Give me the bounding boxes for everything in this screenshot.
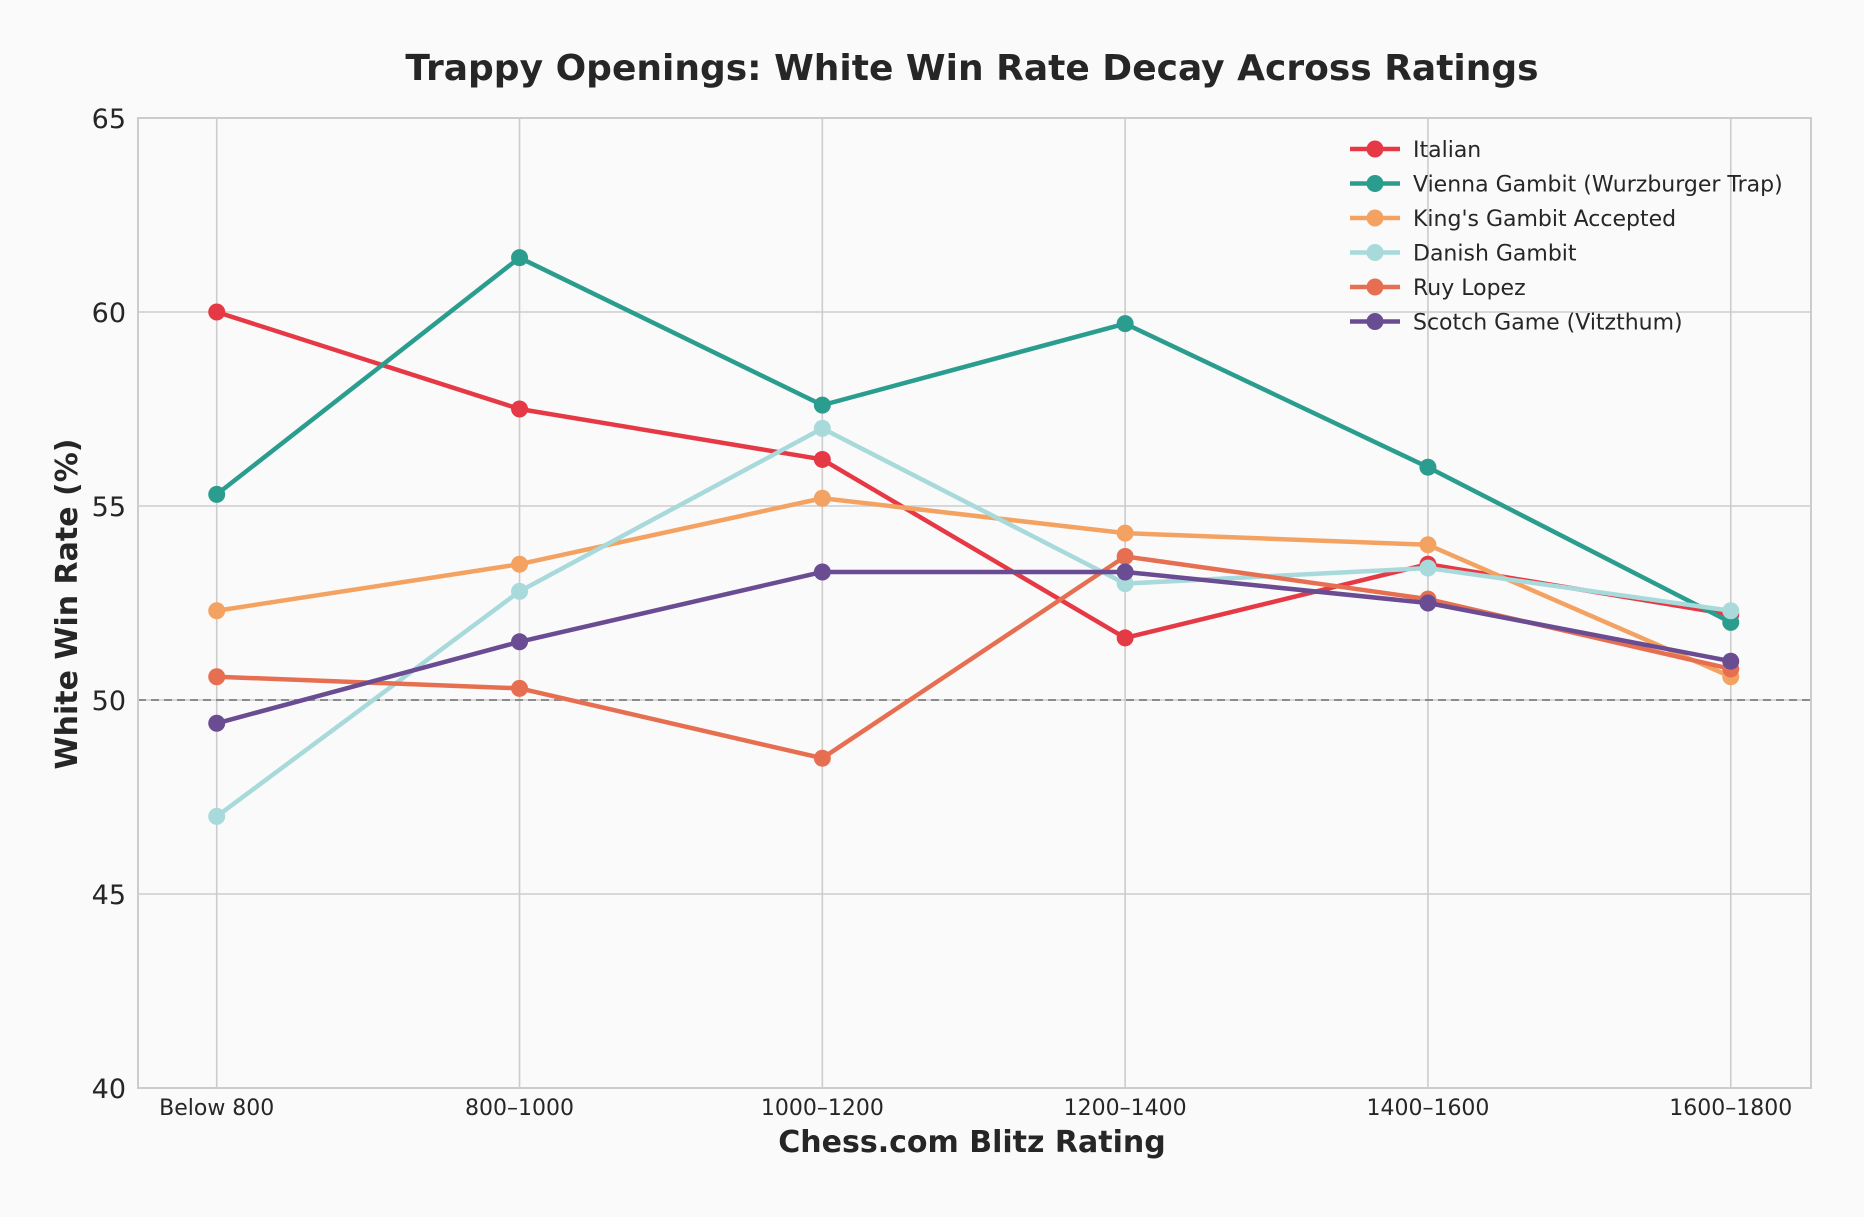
data-point [813,563,831,581]
data-point [1419,559,1437,577]
y-tick-label: 65 [92,104,126,135]
legend-item: Scotch Game (Vitzthum) [1350,311,1683,336]
data-point [1116,315,1134,333]
series-group [208,419,1740,825]
y-tick-label: 50 [92,686,126,717]
y-axis-label: White Win Rate (%) [50,439,85,770]
x-tick-label: Below 800 [159,1096,274,1121]
series-group [208,249,1740,631]
series-layer [208,249,1740,825]
data-point [1722,652,1740,670]
y-tick-label: 55 [92,492,126,523]
x-tick-label: 1600–1800 [1669,1096,1792,1121]
data-point [511,249,529,267]
data-point [208,602,226,620]
series-line [214,426,1734,819]
legend-swatch-marker [1366,278,1384,296]
legend-label: Ruy Lopez [1413,276,1526,301]
legend-swatch-marker [1366,140,1384,158]
data-point [813,749,831,767]
legend-item: Danish Gambit [1350,242,1577,267]
data-point [511,679,529,697]
series-line [214,495,1734,679]
data-point [511,400,529,418]
y-tick-label: 40 [92,1074,126,1105]
legend-item: Ruy Lopez [1350,276,1526,301]
x-axis-label: Chess.com Blitz Rating [778,1125,1165,1160]
plot-frame [137,117,1812,1089]
legend-label: King's Gambit Accepted [1413,207,1676,232]
legend-label: Scotch Game (Vitzthum) [1413,311,1683,336]
y-tick-labels: 40 45 50 55 60 65 [92,104,126,1105]
legend-swatch-marker [1366,175,1384,192]
y-tick-label: 60 [92,298,126,329]
data-point [1116,563,1134,581]
data-point [1116,575,1134,593]
data-point [1419,594,1437,612]
y-tick-label: 45 [92,880,126,911]
data-point [1722,613,1740,631]
data-point [208,807,226,825]
data-point [1116,524,1134,542]
data-point [511,633,529,651]
legend: Italian Vienna Gambit (Wurzburger Trap) Ki… [1350,138,1783,336]
data-point [813,419,831,437]
data-point [813,489,831,507]
data-point [208,485,226,503]
data-point [511,555,529,573]
series-group [208,563,1740,732]
data-point [1419,536,1437,554]
legend-item: King's Gambit Accepted [1350,207,1676,232]
series-line [214,569,1734,726]
data-point [208,303,226,321]
data-point [1419,458,1437,476]
legend-swatch-marker [1366,209,1384,227]
legend-item: Vienna Gambit (Wurzburger Trap) [1350,173,1783,198]
x-tick-label: 1000–1200 [761,1096,884,1121]
legend-swatch-marker [1366,244,1384,261]
data-point [1722,602,1740,620]
data-point [511,582,529,600]
legend-item: Italian [1350,138,1481,163]
x-tick-label: 800–1000 [465,1096,574,1121]
legend-label: Italian [1413,138,1481,163]
data-point [1116,547,1134,565]
x-tick-label: 1200–1400 [1064,1096,1187,1121]
data-point [813,396,831,414]
data-point [1116,629,1134,647]
data-point [813,450,831,468]
series-line [214,255,1734,625]
legend-label: Vienna Gambit (Wurzburger Trap) [1413,173,1783,198]
series-line [214,309,1734,641]
x-tick-label: 1400–1600 [1366,1096,1489,1121]
chart-title: Trappy Openings: White Win Rate Decay Ac… [405,48,1538,89]
x-tick-labels: Below 800 800–1000 1000–1200 1200–1400 1400–… [159,1096,1792,1121]
data-point [208,714,226,732]
data-point [208,668,226,686]
legend-swatch-marker [1366,313,1384,330]
legend-label: Danish Gambit [1413,242,1577,267]
